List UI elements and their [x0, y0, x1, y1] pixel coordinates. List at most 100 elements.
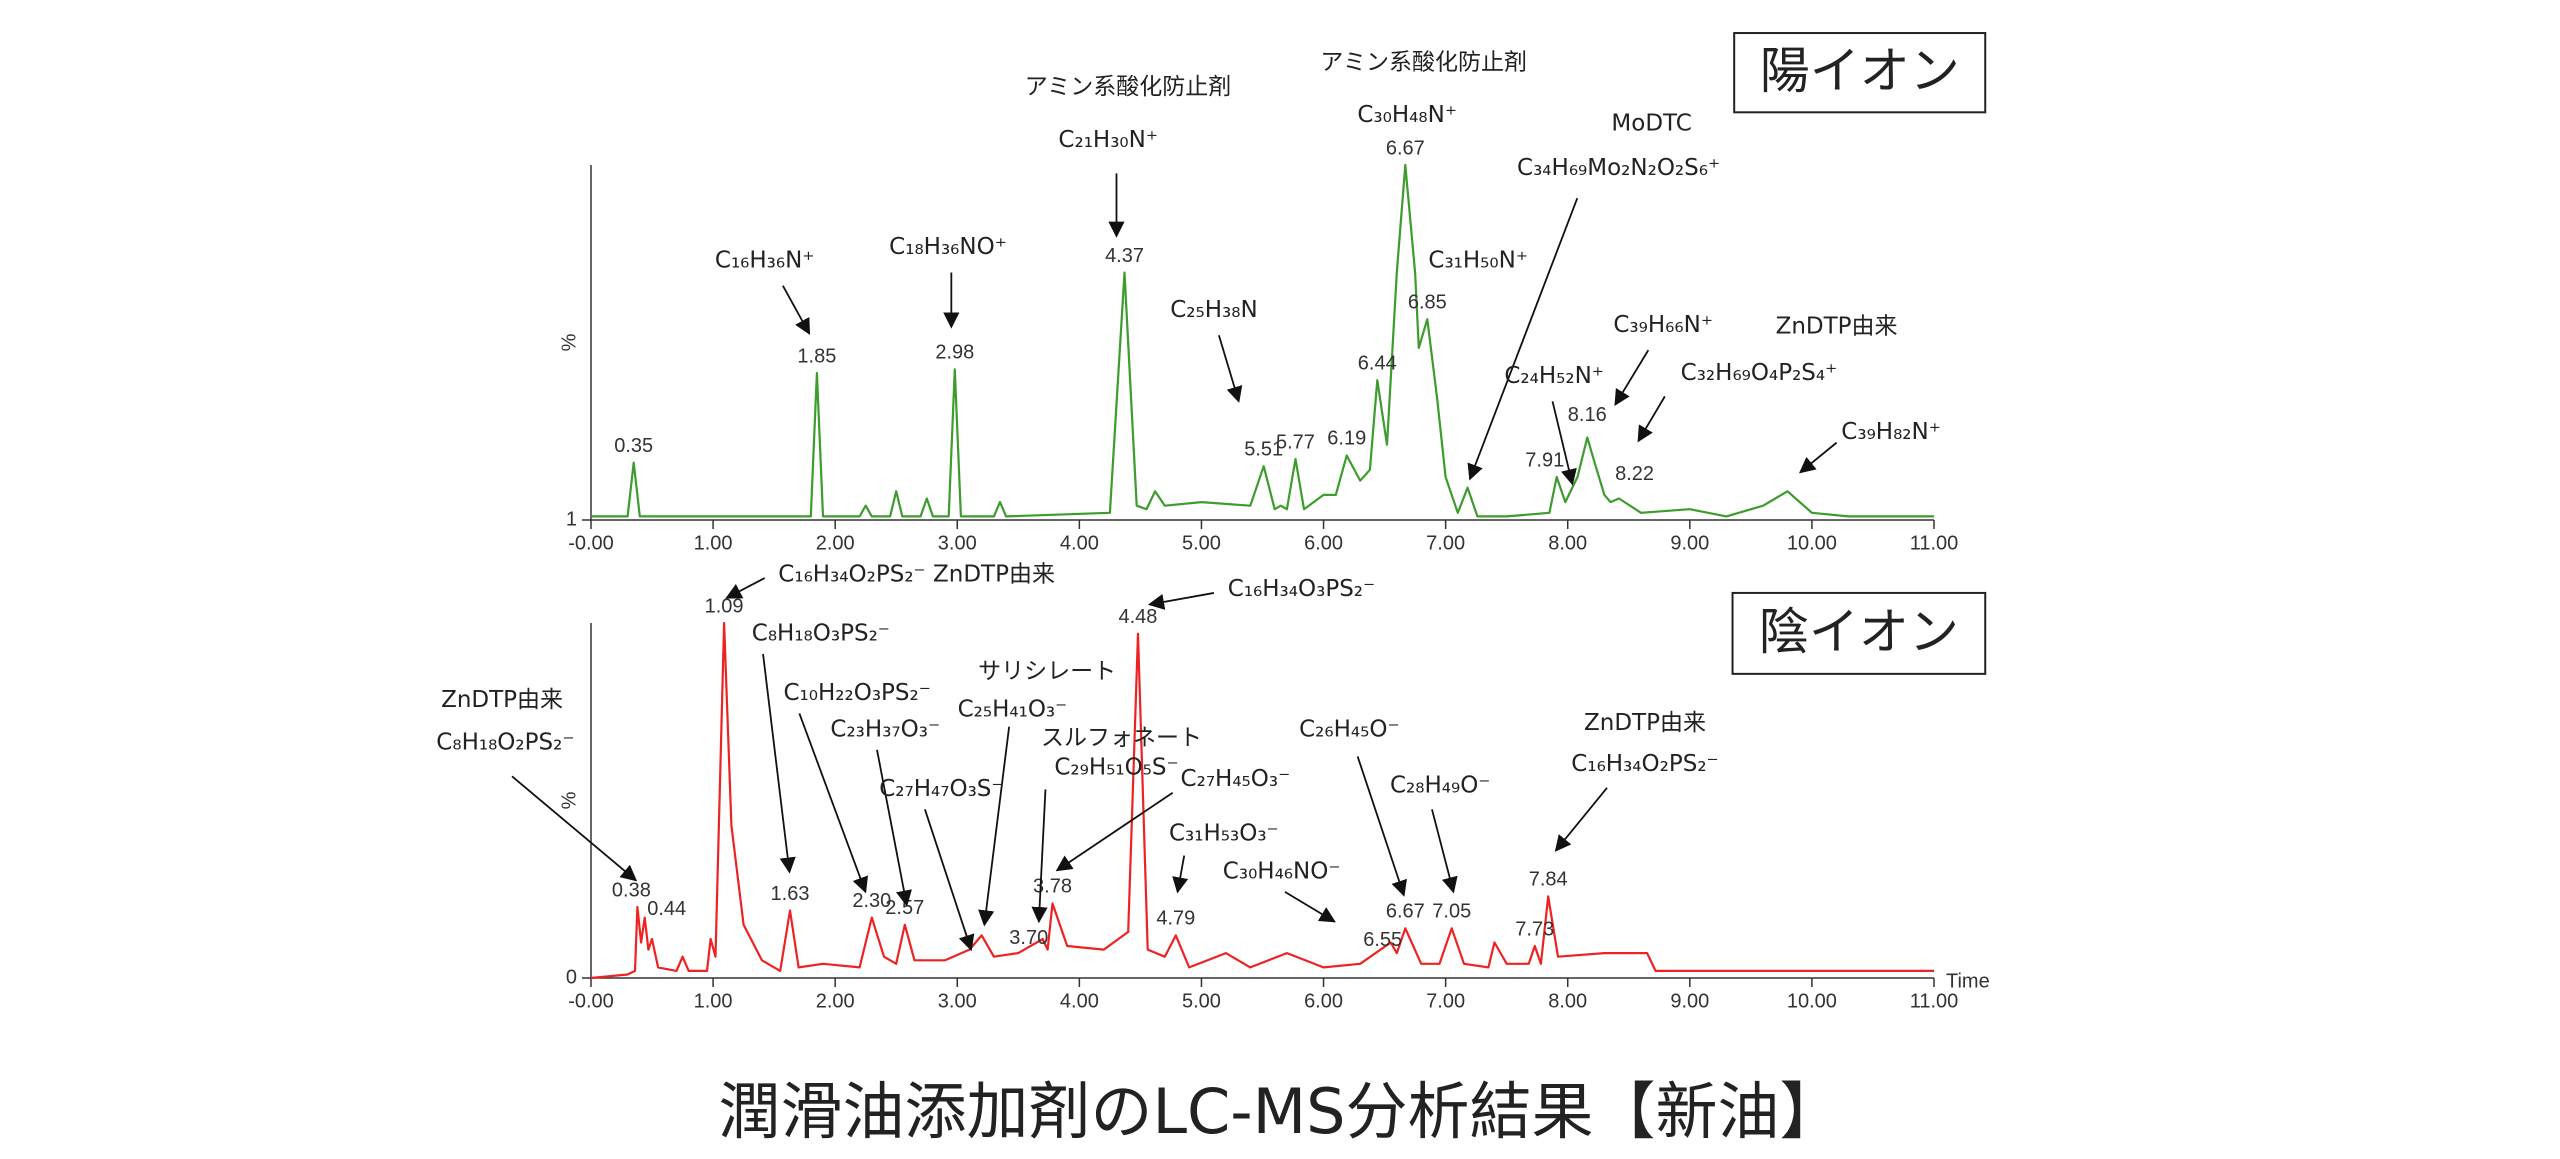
peak-label: 7.91 — [1525, 449, 1564, 471]
annotation: ZnDTP由来 — [1776, 314, 1898, 340]
x-tick-label: 1.00 — [694, 990, 733, 1012]
annotation-arrow — [1172, 855, 1189, 894]
x-tick-label: 4.00 — [1060, 532, 1099, 554]
title-box — [1733, 32, 1987, 114]
annotation: C₂₅H₃₈N — [1170, 297, 1257, 323]
peak-label: 6.55 — [1363, 929, 1402, 951]
annotation: アミン系酸化防止剤 — [1025, 74, 1232, 100]
x-tick-label: 1.00 — [694, 532, 733, 554]
x-tick-label: 10.00 — [1787, 990, 1837, 1012]
annotation-arrow — [1147, 592, 1215, 610]
x-tick-label: 11.00 — [1910, 990, 1959, 1012]
title-box — [1731, 591, 1987, 675]
peak-label: 3.70 — [1009, 927, 1048, 949]
annotation-arrow — [978, 726, 1011, 927]
x-tick-label: 7.00 — [1426, 990, 1465, 1012]
annotation: アミン系酸化防止剤 — [1320, 49, 1527, 75]
annotation: C₃₄H₆₉Mo₂N₂O₂S₆⁺ — [1517, 155, 1720, 181]
annotation: C₈H₁₈O₃PS₂⁻ — [752, 621, 890, 647]
annotation: C₁₆H₃₄O₂PS₂⁻ — [1571, 751, 1718, 777]
peak-label: 6.85 — [1408, 291, 1447, 313]
annotation-arrow — [1055, 792, 1174, 872]
x-tick-label: 9.00 — [1670, 990, 1709, 1012]
annotation-arrow — [1031, 789, 1048, 924]
annotation: C₂₇H₄₅O₃⁻ — [1181, 766, 1291, 792]
annotation: MoDTC — [1611, 110, 1691, 136]
annotation: C₂₈H₄₉O⁻ — [1390, 773, 1490, 799]
annotation: C₃₉H₆₆N⁺ — [1613, 312, 1713, 338]
annotation: C₁₆H₃₄O₂PS₂⁻ ZnDTP由来 — [778, 561, 1055, 587]
trace — [591, 163, 1934, 518]
annotation: C₃₂H₆₉O₄P₂S₄⁺ — [1681, 360, 1838, 386]
annotation-arrow — [1551, 401, 1577, 486]
y-axis-label: % — [558, 791, 580, 809]
peak-label: 0.44 — [647, 898, 686, 920]
x-tick-label: 9.00 — [1670, 532, 1709, 554]
peak-label: 8.22 — [1615, 463, 1654, 485]
peak-label: 8.16 — [1568, 404, 1607, 426]
annotation: C₂₉H₅₁O₅S⁻ — [1054, 755, 1178, 781]
peak-label: 4.37 — [1105, 245, 1144, 267]
panel-title: 陽イオン — [1760, 42, 1960, 100]
y-tick-label: 0 — [566, 966, 577, 988]
peak-label: 7.73 — [1515, 918, 1554, 940]
y-axis-label: % — [558, 333, 580, 351]
peak-label: 6.67 — [1386, 137, 1425, 159]
x-tick-label: 10.00 — [1787, 532, 1837, 554]
annotation: C₂₅H₄₁O₃⁻ — [958, 697, 1068, 723]
caption: 潤滑油添加剤のLC-MS分析結果【新油】 — [718, 1075, 1841, 1148]
x-tick-label: 8.00 — [1548, 532, 1587, 554]
annotation: サリシレート — [978, 659, 1116, 685]
annotation: C₃₀H₄₆NO⁻ — [1223, 859, 1341, 885]
x-tick-label: 5.00 — [1182, 532, 1221, 554]
annotation-arrow — [782, 285, 811, 336]
annotation: C₈H₁₈O₂PS₂⁻ — [436, 730, 574, 756]
annotation: C₁₆H₃₆N⁺ — [715, 247, 815, 273]
annotation-arrow — [1431, 809, 1458, 894]
annotation-arrow — [1356, 756, 1407, 897]
x-tick-label: -0.00 — [568, 532, 614, 554]
peak-label: 6.44 — [1358, 352, 1397, 374]
annotation-arrow — [725, 577, 766, 599]
peak-label: 2.98 — [935, 342, 974, 364]
annotation: C₂₄H₅₂N⁺ — [1504, 363, 1604, 389]
peak-label: 1.63 — [771, 883, 810, 905]
x-tick-label: 2.00 — [816, 532, 855, 554]
annotation: ZnDTP由来 — [441, 687, 563, 713]
annotation: C₃₁H₅₀N⁺ — [1428, 247, 1528, 273]
annotation-arrow — [1799, 441, 1838, 474]
x-tick-label: 4.00 — [1060, 990, 1099, 1012]
annotation: C₂₃H₃₇O₃⁻ — [830, 717, 940, 743]
annotation-arrow — [876, 749, 912, 907]
peak-label: 4.79 — [1156, 908, 1195, 930]
x-tick-label: 6.00 — [1304, 532, 1343, 554]
peak-label: 4.48 — [1118, 606, 1157, 628]
annotation: C₁₈H₃₆NO⁺ — [889, 234, 1007, 260]
annotation-arrow — [1637, 395, 1666, 443]
annotation-arrow — [1284, 891, 1336, 923]
x-tick-label: 5.00 — [1182, 990, 1221, 1012]
x-tick-label: 7.00 — [1426, 532, 1465, 554]
annotation: C₃₁H₅₃O₃⁻ — [1169, 821, 1279, 847]
peak-label: 1.09 — [705, 595, 744, 617]
peak-label: 2.57 — [885, 897, 924, 919]
annotation-arrow — [798, 713, 868, 894]
peak-label: 6.19 — [1327, 428, 1366, 450]
y-tick-label: 1 — [566, 508, 577, 530]
peak-label: 0.35 — [614, 435, 653, 457]
annotation: C₃₉H₈₂N⁺ — [1841, 419, 1941, 445]
annotation: C₁₀H₂₂O₃PS₂⁻ — [783, 680, 930, 706]
annotation-arrow — [1554, 787, 1608, 852]
annotation: C₂₇H₄₇O₃S⁻ — [879, 776, 1003, 802]
peak-label: 7.84 — [1529, 869, 1568, 891]
peak-label: 2.30 — [852, 890, 891, 912]
peak-label: 1.85 — [797, 345, 836, 367]
annotation: C₁₆H₃₄O₃PS₂⁻ — [1228, 576, 1375, 602]
peak-label: 3.78 — [1033, 876, 1072, 898]
annotation-arrow — [1614, 349, 1650, 407]
peak-label: 5.51 — [1244, 438, 1283, 460]
x-tick-label: 2.00 — [816, 990, 855, 1012]
x-tick-label: -0.00 — [568, 990, 614, 1012]
annotation-arrow — [924, 809, 975, 952]
